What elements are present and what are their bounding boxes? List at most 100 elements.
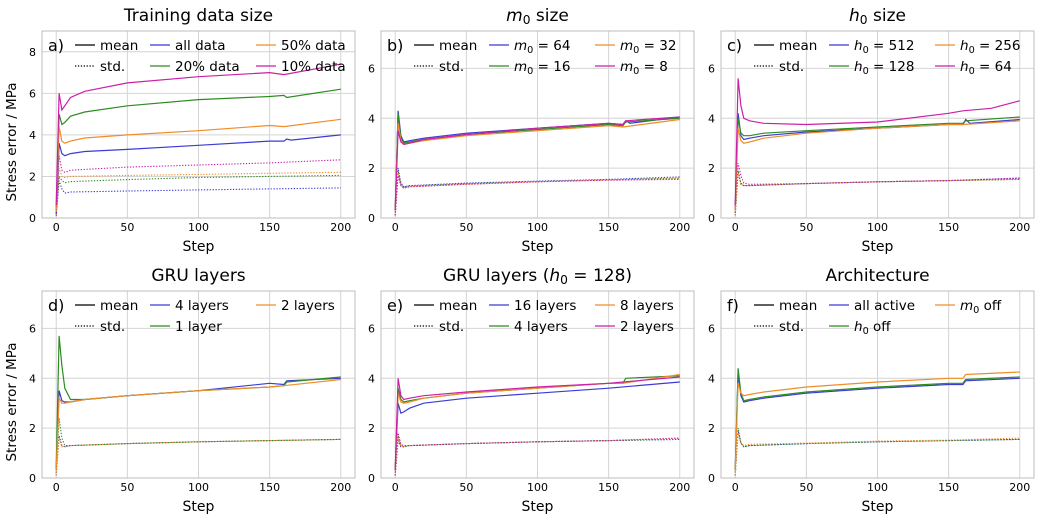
plot-frame [380, 30, 695, 219]
y-tick-label: 4 [708, 372, 715, 385]
x-axis-label: Step [862, 499, 894, 515]
x-tick-label: 100 [188, 221, 209, 234]
panel-label: f) [727, 296, 739, 315]
series-mean-line-2 [734, 368, 1020, 471]
chart-panel-3: 0 50 100 150 200 0 2 4 6 Step h0 size c) mean std. h0 … [708, 6, 1035, 255]
y-axis-label-bottom: Stress error / MPa [4, 342, 20, 461]
legend-mean-label: mean [439, 298, 477, 314]
legend-std-label: std. [100, 59, 125, 75]
legend-series-label-2: h0 off [854, 319, 891, 337]
x-axis-label: Step [522, 499, 554, 515]
x-axis-label: Step [183, 239, 215, 255]
x-tick-label: 100 [527, 221, 548, 234]
series-mean-line-3 [734, 371, 1020, 471]
legend-series-label-3: 8 layers [620, 298, 674, 314]
series-std-line-1 [734, 430, 1020, 476]
y-tick-label: 0 [29, 472, 36, 485]
y-tick-label: 4 [29, 372, 36, 385]
x-axis-label: Step [183, 499, 215, 515]
panel-label: e) [387, 296, 403, 315]
panel-title: Architecture [825, 266, 929, 286]
chart-panel-5: 0 50 100 150 200 0 2 4 6 Step GRU layers (h0 = 128… [368, 266, 695, 515]
x-tick-label: 0 [392, 481, 399, 494]
legend: mean std. m0 = 64 m0 = 16 m0 = 32 m0 = 8 [414, 38, 676, 77]
y-tick-label: 4 [29, 129, 36, 142]
legend-series-label-2: m0 = 16 [514, 59, 570, 77]
legend-mean-label: mean [779, 38, 817, 54]
plot-frame [720, 30, 1035, 219]
legend-std-label: std. [439, 59, 464, 75]
legend-std-label: std. [779, 59, 804, 75]
x-tick-label: 150 [938, 221, 959, 234]
panel-title: GRU layers (h0 = 128) [443, 266, 632, 287]
y-tick-label: 0 [708, 212, 715, 225]
x-tick-label: 50 [799, 221, 813, 234]
panel-label: a) [48, 36, 64, 55]
y-tick-label: 2 [29, 170, 36, 183]
series-group [734, 368, 1020, 476]
series-std-line-4 [55, 155, 341, 214]
series-group [734, 78, 1020, 216]
panel-label: d) [48, 296, 64, 315]
x-tick-label: 150 [259, 481, 280, 494]
x-tick-label: 0 [53, 481, 60, 494]
y-tick-label: 4 [708, 112, 715, 125]
legend-std-label: std. [100, 319, 125, 335]
y-tick-label: 2 [708, 422, 715, 435]
series-mean-line-4 [734, 78, 1020, 206]
series-std-line-2 [55, 418, 341, 474]
legend-mean-label: mean [100, 298, 138, 314]
legend-series-label-1: h0 = 512 [854, 38, 914, 56]
x-tick-label: 50 [459, 221, 473, 234]
series-group [394, 110, 680, 216]
series-std-line-3 [734, 432, 1020, 476]
series-mean-line-1 [55, 134, 341, 214]
legend-series-label-4: m0 = 8 [620, 59, 668, 77]
series-mean-line-3 [55, 118, 341, 212]
series-std-line-3 [55, 437, 341, 476]
plot-frame [41, 290, 356, 479]
y-tick-label: 2 [708, 162, 715, 175]
series-mean-line-1 [394, 381, 680, 471]
y-tick-label: 0 [368, 472, 375, 485]
x-tick-label: 0 [732, 481, 739, 494]
x-tick-label: 50 [799, 481, 813, 494]
x-tick-label: 150 [598, 221, 619, 234]
legend-series-label-1: m0 = 64 [514, 38, 570, 56]
x-tick-label: 50 [120, 481, 134, 494]
panel-label: b) [387, 36, 403, 55]
y-tick-label: 6 [29, 87, 36, 100]
series-std-line-4 [394, 175, 680, 216]
y-tick-label: 0 [368, 212, 375, 225]
legend: mean std. 16 layers 4 layers 8 layers 2 layer… [414, 298, 674, 335]
plot-frame [380, 290, 695, 479]
x-tick-label: 100 [527, 481, 548, 494]
series-mean-line-3 [734, 120, 1020, 211]
panel-label: c) [727, 36, 742, 55]
y-tick-label: 6 [708, 322, 715, 335]
series-group [394, 373, 680, 476]
series-mean-line-4 [394, 116, 680, 211]
x-tick-label: 150 [598, 481, 619, 494]
x-tick-label: 50 [120, 221, 134, 234]
y-tick-label: 8 [29, 46, 36, 59]
legend-series-label-3: h0 = 256 [960, 38, 1020, 56]
x-tick-label: 150 [938, 481, 959, 494]
legend-mean-label: mean [439, 38, 477, 54]
x-tick-label: 0 [732, 221, 739, 234]
y-tick-label: 0 [708, 472, 715, 485]
legend: mean std. 4 layers 1 layer 2 layers [75, 298, 335, 335]
legend-std-label: std. [439, 319, 464, 335]
x-tick-label: 200 [1009, 221, 1030, 234]
y-tick-label: 4 [368, 372, 375, 385]
legend-series-label-2: h0 = 128 [854, 59, 914, 77]
x-axis-label: Step [862, 239, 894, 255]
legend-series-label-3: 2 layers [281, 298, 335, 314]
chart-panel-2: 0 50 100 150 200 0 2 4 6 Step m0 size b) mean std. m0 … [368, 6, 695, 255]
legend-series-label-3: 50% data [281, 38, 346, 54]
series-mean-line-3 [55, 378, 341, 471]
legend: mean std. h0 = 512 h0 = 128 h0 = 256 h0 = 64 [754, 38, 1020, 77]
legend-series-label-3: m0 off [960, 298, 1002, 316]
series-mean-line-4 [394, 376, 680, 471]
series-std-line-2 [734, 427, 1020, 476]
